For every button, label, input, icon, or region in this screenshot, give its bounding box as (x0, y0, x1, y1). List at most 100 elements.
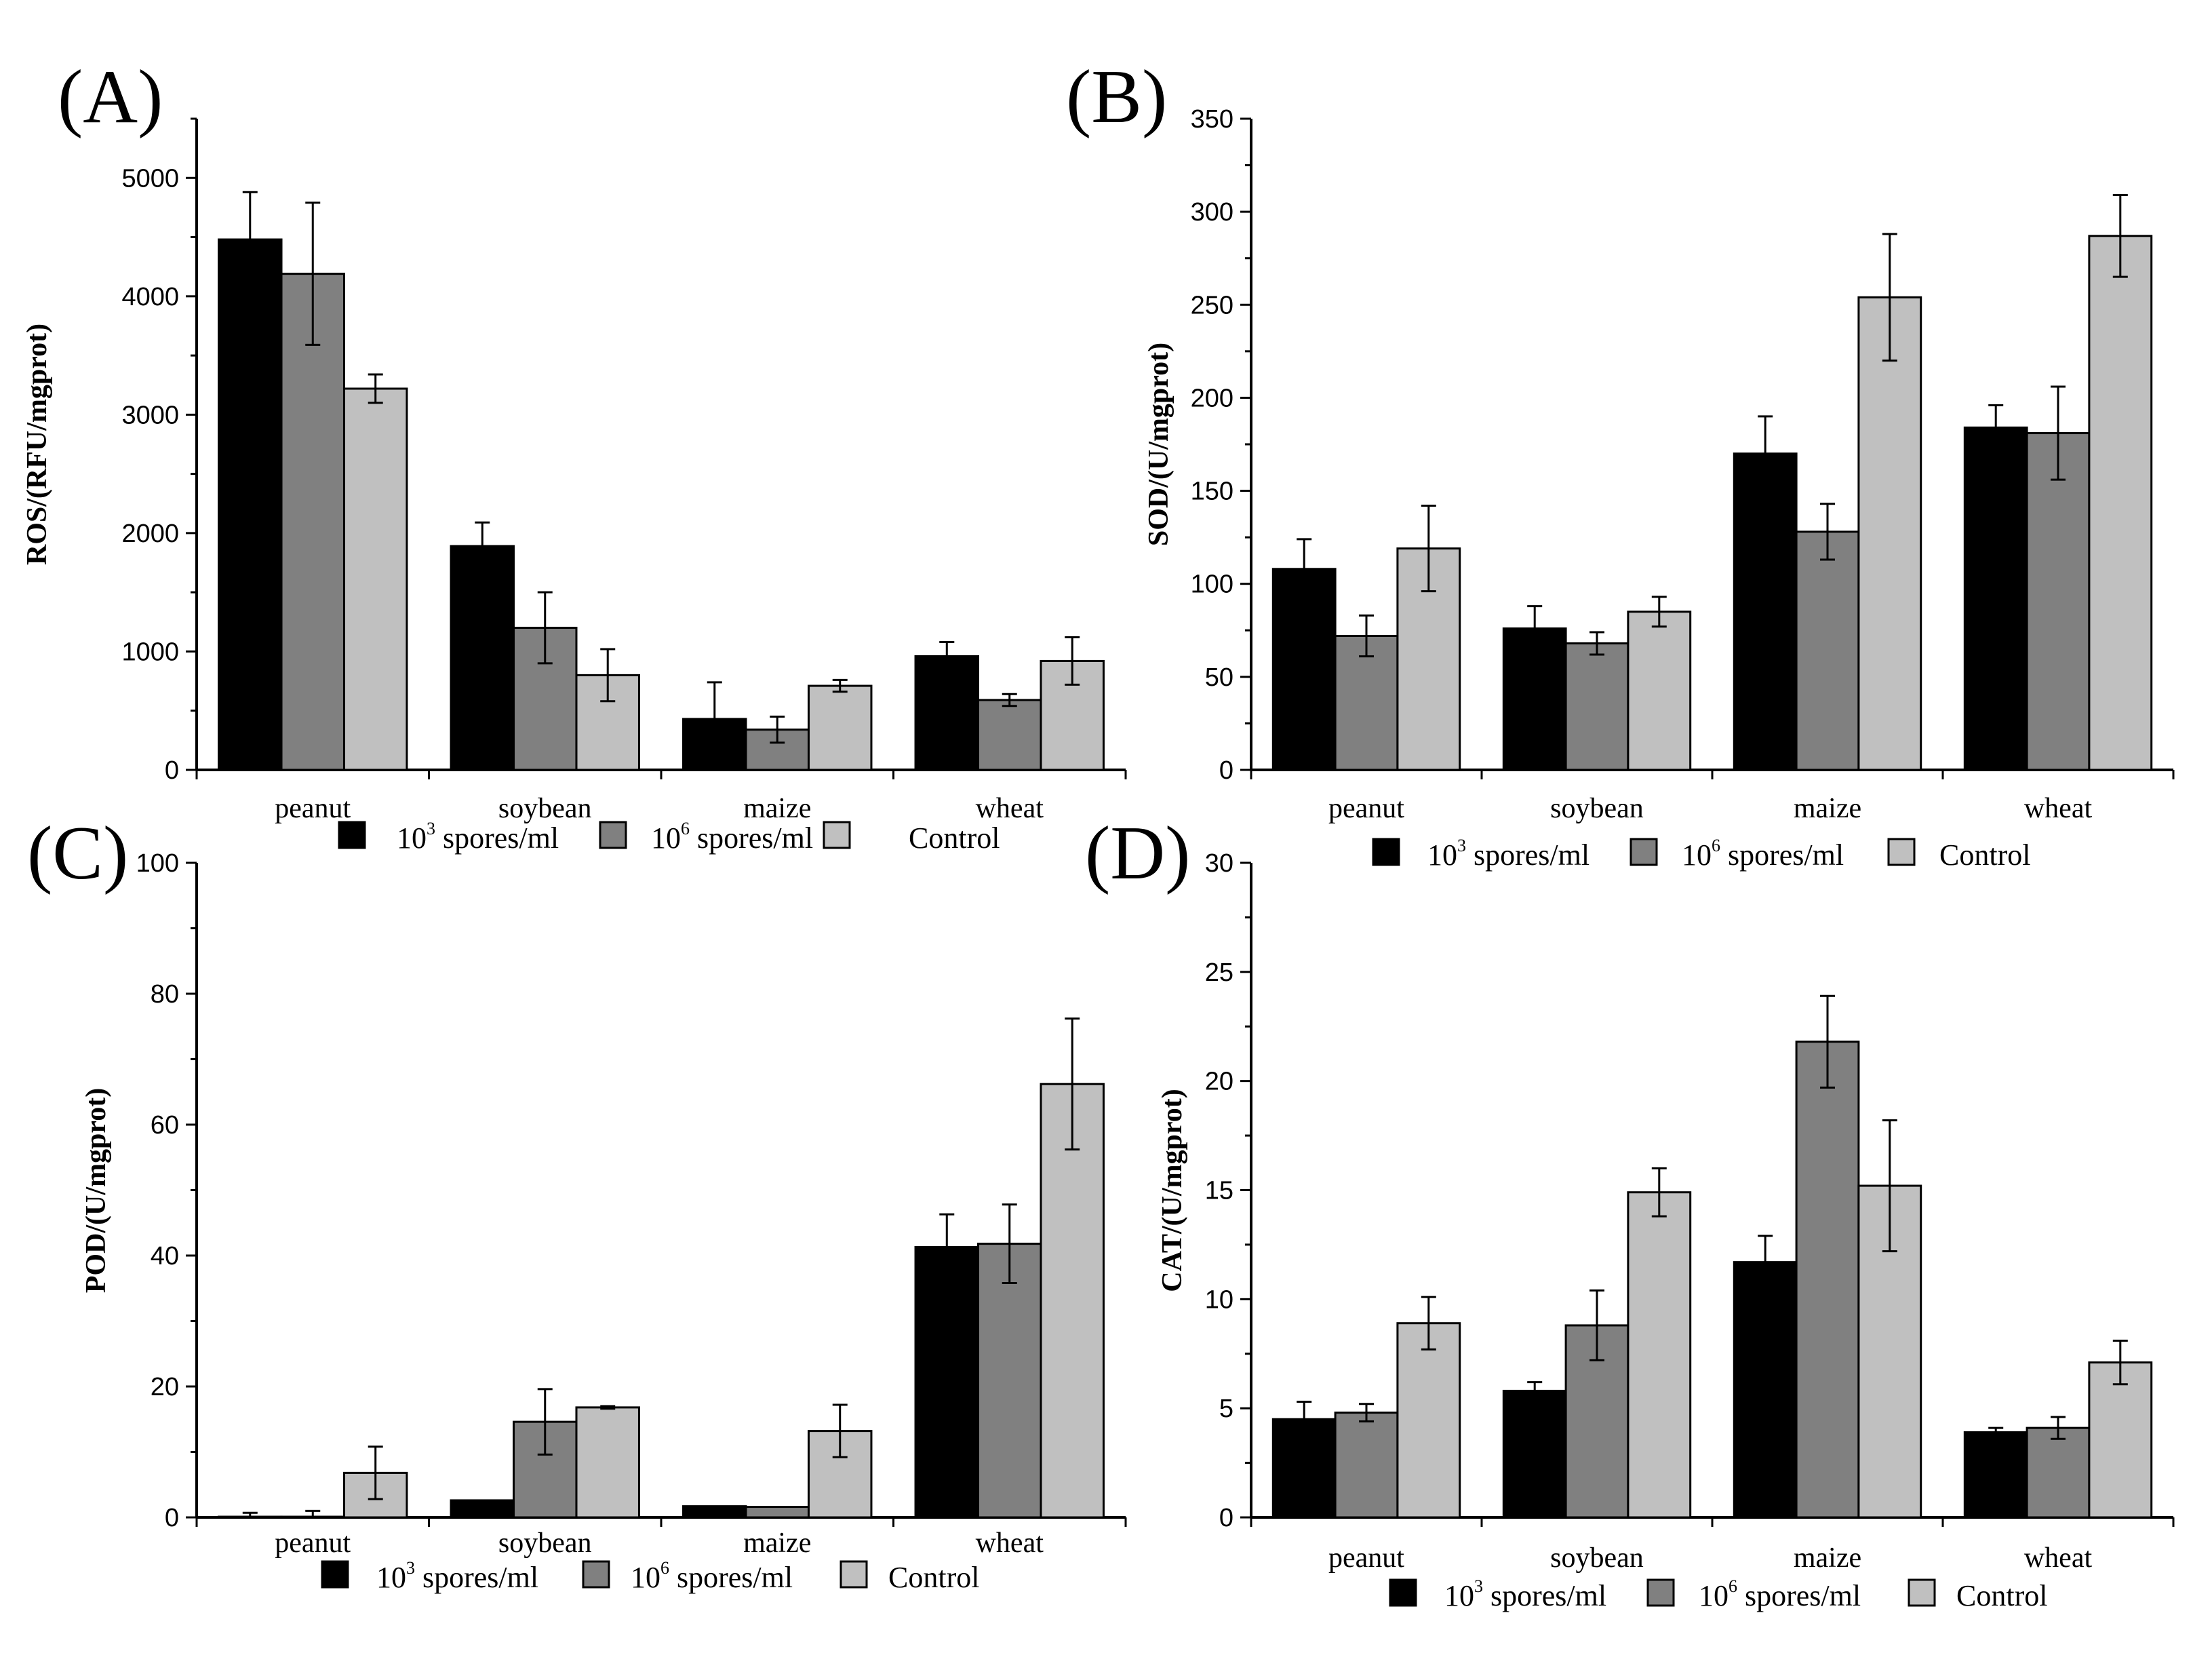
error-bar-wheat-s2 (1002, 693, 1017, 707)
error-bar-soybean-s2 (537, 591, 553, 665)
legend-swatch-s2 (1646, 1578, 1675, 1607)
x-tick-label: wheat (976, 793, 1044, 824)
chart-panel-d: (D) 0 5 10 15 20 25 30 CAT/(U/mgprot) peanut soybe… (1085, 811, 2175, 1612)
error-bar-maize-s3 (832, 1403, 848, 1458)
panel-label: (C) (27, 811, 128, 895)
bar-maize-s2 (1795, 530, 1860, 771)
bar-peanut-s2 (1334, 1412, 1399, 1519)
legend-label: Control (1956, 1579, 2047, 1612)
legend: 103 spores/ml 106 spores/ml Control (321, 1558, 979, 1594)
y-tick-label: 300 (1191, 198, 1233, 227)
error-bar-soybean-s3 (600, 1405, 616, 1410)
error-bar-soybean-s3 (1651, 1167, 1667, 1218)
bar-wheat-s2 (2026, 432, 2091, 771)
legend-label: Control (888, 1561, 979, 1594)
x-tick-label: soybean (1550, 793, 1644, 824)
bar-maize-s1 (1733, 1261, 1798, 1519)
y-tick-label: 0 (165, 756, 179, 785)
bar-peanut-s3 (342, 387, 408, 771)
legend-swatch-s2 (1630, 838, 1658, 866)
error-bar-wheat-s1 (1988, 1426, 2004, 1438)
y-tick-label: 0 (1219, 756, 1233, 785)
error-bar-soybean-s3 (600, 648, 616, 703)
y-tick-label: 2000 (121, 520, 179, 548)
bar-maize-s2 (745, 1506, 810, 1519)
y-tick-label: 150 (1191, 478, 1233, 506)
x-tick-label: soybean (1550, 1542, 1644, 1574)
bar-wheat-s1 (1963, 426, 2028, 771)
y-tick-label: 1000 (121, 638, 179, 666)
error-bar-maize-s1 (1758, 1235, 1773, 1289)
bar-soybean-s3 (1627, 1191, 1692, 1519)
bar-maize-s3 (1857, 296, 1922, 771)
x-tick-label: peanut (1328, 793, 1404, 824)
y-tick-label: 25 (1205, 958, 1233, 987)
y-tick-label: 100 (136, 849, 179, 878)
legend-label: 106 spores/ml (651, 819, 813, 855)
error-bar-wheat-s3 (1065, 1017, 1080, 1151)
error-bar-maize-s3 (832, 678, 848, 693)
error-bar-soybean-s1 (1527, 605, 1543, 652)
error-bar-maize-s2 (1820, 994, 1835, 1089)
y-tick-label: 200 (1191, 384, 1233, 412)
bar-peanut-s1 (218, 238, 283, 771)
x-tick-label: maize (1794, 793, 1861, 824)
error-bar-maize-s3 (1882, 233, 1897, 362)
error-bar-wheat-s2 (2051, 1416, 2066, 1440)
legend-swatch-s1 (321, 1560, 349, 1589)
legend-label: Control (909, 821, 1000, 855)
error-bar-soybean-s2 (1589, 1289, 1604, 1361)
panel-label: (A) (58, 55, 163, 139)
error-bar-peanut-s1 (242, 1511, 258, 1519)
error-bar-soybean-s1 (1527, 1381, 1543, 1401)
error-bar-wheat-s1 (939, 1213, 955, 1281)
y-tick-label: 3000 (121, 401, 179, 429)
bar-wheat-s3 (2088, 235, 2153, 771)
legend-swatch-s3 (1908, 1578, 1936, 1607)
error-bar-peanut-s1 (1297, 538, 1312, 600)
x-tick-label: peanut (1328, 1542, 1404, 1574)
legend-swatch-s3 (1887, 838, 1916, 866)
bar-peanut-s3 (1396, 1322, 1461, 1519)
x-tick-label: maize (1794, 1542, 1861, 1574)
y-tick-label: 0 (1219, 1504, 1233, 1532)
bar-wheat-s2 (977, 699, 1042, 771)
bar-soybean-s1 (450, 545, 515, 771)
x-tick-label: wheat (976, 1528, 1044, 1559)
chart-panel-a: (A) 0 1000 2000 3000 4000 5000 ROS/(RFU/mgprot)… (22, 55, 1127, 855)
y-tick-label: 0 (165, 1504, 179, 1532)
bar-soybean-s1 (1502, 1389, 1567, 1519)
y-tick-label: 5000 (121, 164, 179, 193)
bar-maize-s3 (807, 684, 873, 771)
error-bar-peanut-s3 (368, 1445, 383, 1500)
legend: 103 spores/ml 106 spores/ml Control (1372, 836, 2030, 872)
error-bar-soybean-s2 (537, 1388, 553, 1456)
legend-swatch-s1 (338, 821, 366, 849)
chart-panel-c: (C) 0 20 40 60 80 100 POD/(U/mgprot) peanut soybe… (27, 811, 1127, 1594)
bar-peanut-s2 (280, 273, 345, 771)
legend-label: 103 spores/ml (397, 819, 559, 855)
error-bar-peanut-s3 (1421, 1296, 1436, 1351)
y-axis-label: ROS/(RFU/mgprot) (22, 324, 53, 565)
legend-label: Control (1939, 838, 2030, 872)
legend-label: 103 spores/ml (1444, 1576, 1606, 1612)
y-tick-label: 50 (1205, 663, 1233, 692)
y-tick-label: 40 (151, 1242, 179, 1270)
bar-wheat-s1 (914, 1245, 980, 1519)
panel-label: (B) (1066, 55, 1167, 139)
error-bar-soybean-s1 (475, 521, 490, 571)
y-axis-label: POD/(U/mgprot) (81, 1088, 112, 1294)
legend-swatch-s3 (823, 821, 851, 849)
x-tick-label: peanut (275, 1528, 351, 1559)
error-bar-maize-s2 (1820, 503, 1835, 561)
legend-label: 106 spores/ml (631, 1558, 793, 1594)
legend-label: 103 spores/ml (1427, 836, 1589, 872)
x-tick-label: wheat (2024, 793, 2093, 824)
legend-swatch-s3 (840, 1560, 868, 1589)
error-bar-peanut-s3 (1421, 505, 1436, 593)
x-tick-label: maize (743, 1528, 811, 1559)
y-tick-label: 30 (1205, 849, 1233, 878)
error-bar-soybean-s3 (1651, 596, 1667, 628)
bar-soybean-s1 (1502, 627, 1567, 771)
legend-label: 103 spores/ml (376, 1558, 538, 1594)
